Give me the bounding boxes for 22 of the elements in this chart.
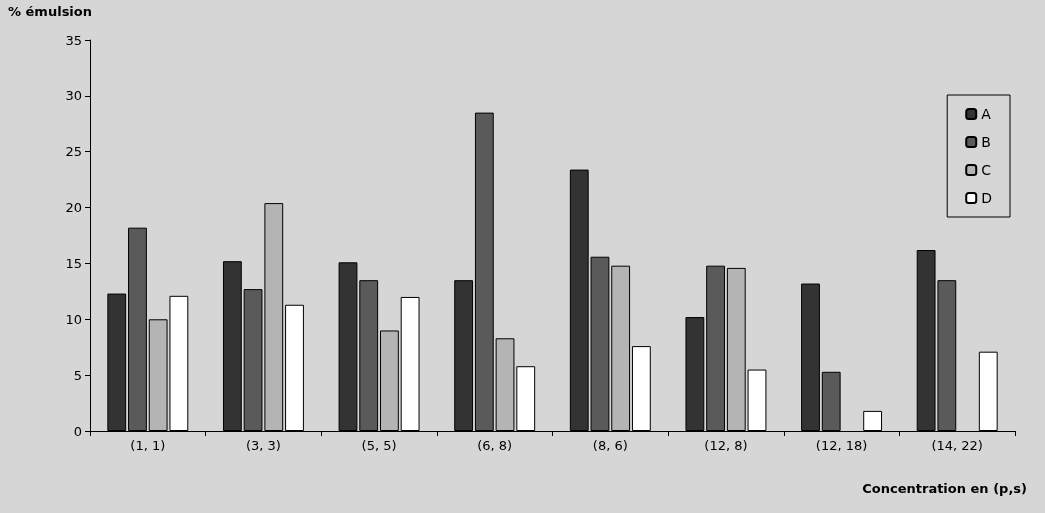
y-tick-label: 0 (73, 423, 82, 439)
x-axis-title: Concentration en (p,s) (862, 481, 1027, 496)
x-tick-label: (1, 1) (130, 438, 166, 453)
y-tick-label: 15 (65, 255, 82, 271)
legend-label: A (981, 106, 992, 122)
x-tick-label: (5, 5) (361, 438, 397, 453)
legend-label: C (981, 162, 992, 178)
y-tick-label: 5 (73, 367, 82, 383)
y-tick-label: 25 (65, 144, 82, 160)
y-tick-label: 35 (65, 32, 82, 48)
y-tick-label: 20 (65, 200, 82, 216)
x-tick-label: (14, 22) (931, 438, 983, 453)
legend-label: D (981, 190, 992, 206)
x-tick-label: (3, 3) (245, 438, 281, 453)
x-tick-label: (12, 8) (704, 438, 748, 453)
y-axis-title: % émulsion (8, 4, 93, 19)
y-tick-label: 10 (65, 311, 82, 327)
legend-label: B (981, 134, 991, 150)
x-tick-label: (8, 6) (592, 438, 628, 453)
x-tick-label: (12, 18) (815, 438, 868, 453)
y-tick-label: 30 (65, 88, 82, 104)
x-tick-label: (6, 8) (477, 438, 513, 453)
